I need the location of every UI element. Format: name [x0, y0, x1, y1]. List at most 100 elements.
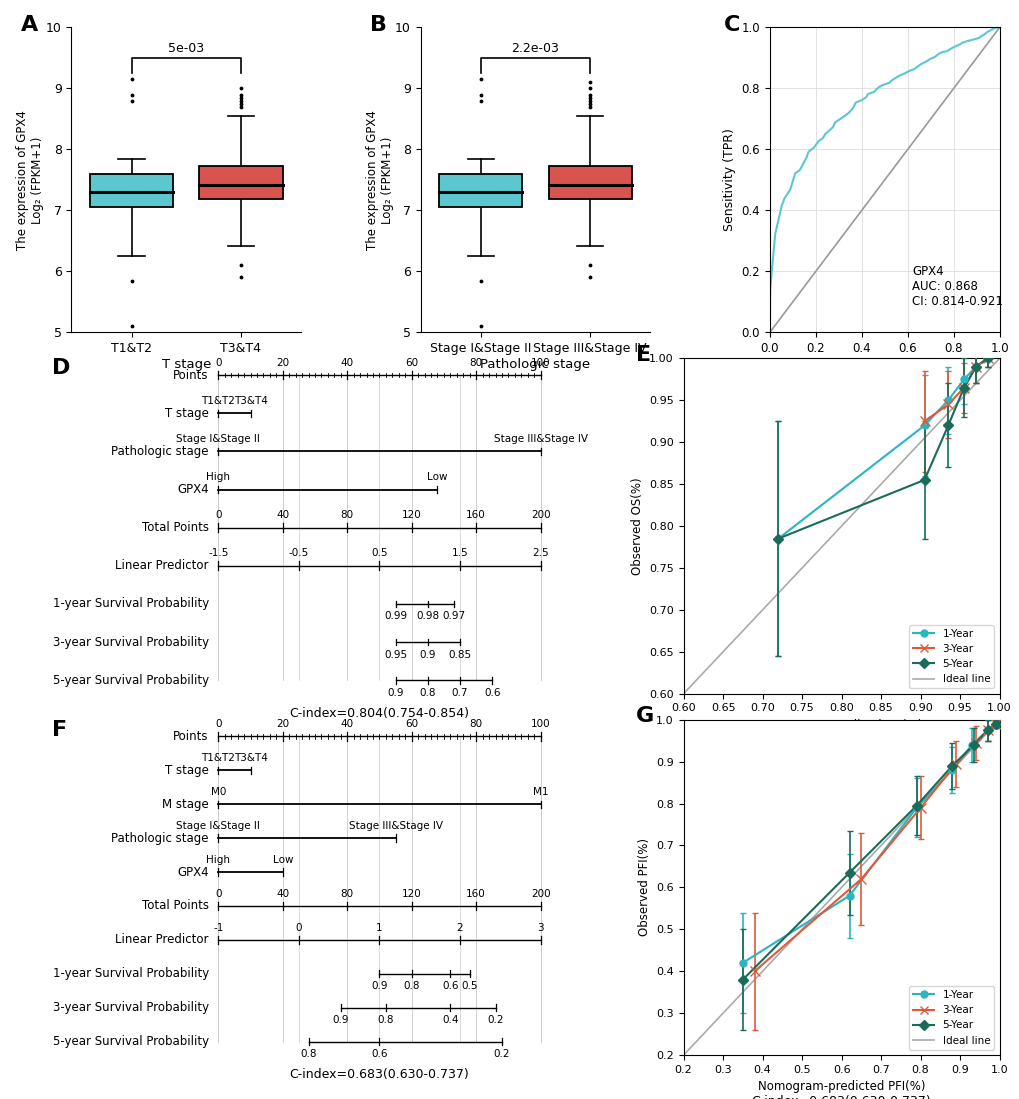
Text: 60: 60 [405, 719, 418, 729]
Y-axis label: The expression of GPX4
Log₂ (FPKM+1): The expression of GPX4 Log₂ (FPKM+1) [16, 110, 45, 249]
Text: 100: 100 [530, 358, 550, 368]
Text: C-index=0.683(0.630-0.737): C-index=0.683(0.630-0.737) [751, 1096, 930, 1099]
Text: Low: Low [272, 855, 292, 865]
Text: 100: 100 [530, 719, 550, 729]
Text: G: G [636, 707, 654, 726]
Text: 40: 40 [340, 358, 354, 368]
Y-axis label: Observed OS(%): Observed OS(%) [630, 477, 643, 575]
Text: 0.8: 0.8 [300, 1050, 317, 1059]
Text: 0.6: 0.6 [371, 1050, 387, 1059]
Text: A: A [20, 15, 38, 35]
Text: T3&T4: T3&T4 [233, 396, 267, 406]
Y-axis label: The expression of GPX4
Log₂ (FPKM+1): The expression of GPX4 Log₂ (FPKM+1) [365, 110, 393, 249]
Text: Stage III&Stage IV: Stage III&Stage IV [348, 821, 442, 831]
Text: 0.9: 0.9 [371, 981, 387, 991]
Text: 200: 200 [530, 889, 550, 899]
Text: 20: 20 [276, 719, 289, 729]
Text: 5-year Survival Probability: 5-year Survival Probability [53, 1035, 209, 1048]
Text: 160: 160 [466, 889, 486, 899]
Text: Pathologic stage: Pathologic stage [111, 832, 209, 845]
Text: -1: -1 [213, 922, 223, 933]
Text: GPX4
AUC: 0.868
CI: 0.814-0.921: GPX4 AUC: 0.868 CI: 0.814-0.921 [911, 265, 1002, 308]
Text: 0.6: 0.6 [441, 981, 459, 991]
Text: -1.5: -1.5 [208, 548, 228, 558]
Text: 200: 200 [530, 510, 550, 520]
Text: 0: 0 [215, 719, 221, 729]
Text: 80: 80 [469, 719, 482, 729]
Text: 60: 60 [405, 358, 418, 368]
Text: 0.85: 0.85 [448, 650, 471, 659]
Text: 0.2: 0.2 [493, 1050, 510, 1059]
Text: 2: 2 [457, 922, 463, 933]
Text: 0.8: 0.8 [404, 981, 420, 991]
Text: High: High [206, 855, 230, 865]
Text: T1&T2: T1&T2 [201, 396, 235, 406]
Legend: 1-Year, 3-Year, 5-Year, Ideal line: 1-Year, 3-Year, 5-Year, Ideal line [908, 624, 994, 688]
Text: T1&T2: T1&T2 [201, 753, 235, 763]
Text: 5-year Survival Probability: 5-year Survival Probability [53, 674, 209, 687]
Text: 3-year Survival Probability: 3-year Survival Probability [53, 1001, 209, 1014]
X-axis label: T stage: T stage [161, 358, 211, 370]
Text: 0.9: 0.9 [387, 688, 404, 698]
Y-axis label: Sensitivity (TPR): Sensitivity (TPR) [722, 129, 736, 232]
Text: T stage: T stage [165, 764, 209, 777]
Bar [199, 166, 282, 199]
Text: 0.98: 0.98 [416, 611, 439, 621]
Text: 20: 20 [276, 358, 289, 368]
Text: Points: Points [173, 730, 209, 743]
Text: 3: 3 [537, 922, 543, 933]
Text: 0.7: 0.7 [451, 688, 468, 698]
Text: M stage: M stage [162, 798, 209, 811]
Text: Pathologic stage: Pathologic stage [111, 445, 209, 458]
Text: C-index=0.804(0.754-0.854): C-index=0.804(0.754-0.854) [751, 754, 930, 767]
Text: 0: 0 [296, 922, 302, 933]
Text: 80: 80 [340, 510, 354, 520]
Text: GPX4: GPX4 [177, 484, 209, 496]
Bar [439, 174, 522, 208]
Text: 0.9: 0.9 [332, 1015, 348, 1025]
Text: C: C [723, 15, 740, 35]
Legend: 1-Year, 3-Year, 5-Year, Ideal line: 1-Year, 3-Year, 5-Year, Ideal line [908, 986, 994, 1050]
Text: Low: Low [427, 473, 447, 482]
Text: GPX4: GPX4 [177, 866, 209, 878]
Text: 1-year Survival Probability: 1-year Survival Probability [53, 598, 209, 610]
Text: M0: M0 [211, 787, 226, 797]
Text: 120: 120 [401, 889, 421, 899]
Text: 120: 120 [401, 510, 421, 520]
X-axis label: Nomogram-predicted PFI(%): Nomogram-predicted PFI(%) [757, 1080, 924, 1094]
Text: 0.6: 0.6 [484, 688, 500, 698]
Text: 0.2: 0.2 [487, 1015, 503, 1025]
Text: B: B [370, 15, 386, 35]
Bar [548, 166, 631, 199]
Text: 0.8: 0.8 [419, 688, 436, 698]
X-axis label: 1-Specificity (FPR): 1-Specificity (FPR) [826, 360, 941, 374]
Text: Linear Predictor: Linear Predictor [115, 559, 209, 573]
Text: 0: 0 [215, 889, 221, 899]
Text: 80: 80 [340, 889, 354, 899]
Text: 3-year Survival Probability: 3-year Survival Probability [53, 635, 209, 648]
Text: 40: 40 [340, 719, 354, 729]
Text: C-index=0.804(0.754-0.854): C-index=0.804(0.754-0.854) [289, 707, 469, 720]
Text: 1.5: 1.5 [451, 548, 468, 558]
Text: -0.5: -0.5 [288, 548, 309, 558]
Text: Stage I&Stage II: Stage I&Stage II [176, 821, 260, 831]
Text: Total Points: Total Points [142, 521, 209, 534]
X-axis label: Pathologic stage: Pathologic stage [480, 358, 590, 370]
Text: 1-year Survival Probability: 1-year Survival Probability [53, 967, 209, 980]
Text: 160: 160 [466, 510, 486, 520]
Text: High: High [206, 473, 230, 482]
Text: Points: Points [173, 368, 209, 381]
Text: 80: 80 [469, 358, 482, 368]
Text: 0.4: 0.4 [441, 1015, 459, 1025]
Text: 0.5: 0.5 [371, 548, 387, 558]
Text: 0.97: 0.97 [441, 611, 465, 621]
Text: M1: M1 [532, 787, 548, 797]
Text: C-index=0.683(0.630-0.737): C-index=0.683(0.630-0.737) [289, 1068, 469, 1081]
Text: Stage III&Stage IV: Stage III&Stage IV [493, 434, 587, 444]
Text: 40: 40 [276, 889, 289, 899]
Text: T3&T4: T3&T4 [233, 753, 267, 763]
Text: 40: 40 [276, 510, 289, 520]
Y-axis label: Observed PFI(%): Observed PFI(%) [637, 839, 650, 936]
Text: 2.5: 2.5 [532, 548, 548, 558]
Text: Total Points: Total Points [142, 899, 209, 912]
